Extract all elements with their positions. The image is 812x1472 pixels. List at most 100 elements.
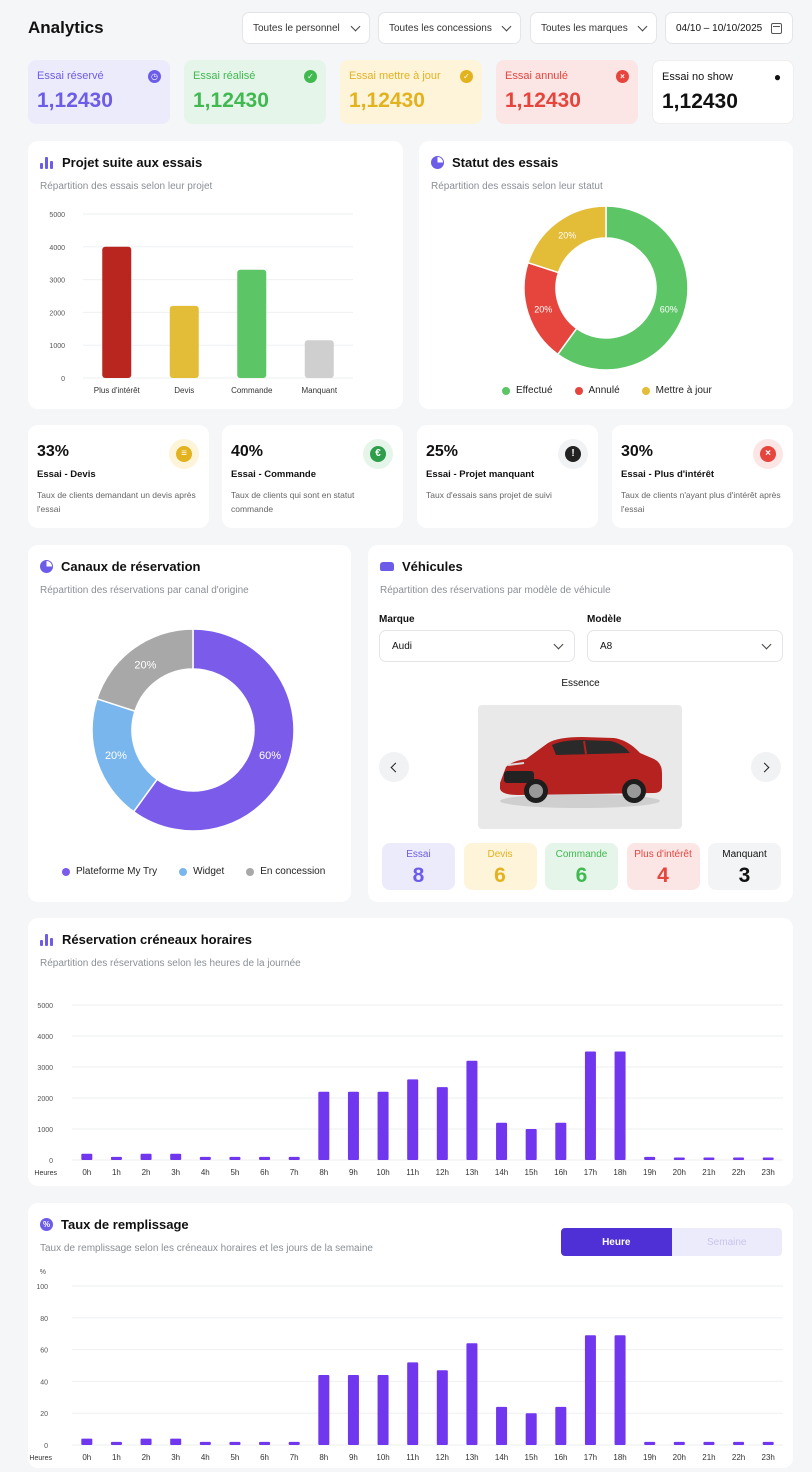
x-tick-label: 13h: [465, 1168, 478, 1177]
stat-value: 1,12430: [662, 90, 738, 113]
x-tick-label: 20h: [673, 1168, 686, 1177]
bar: [466, 1060, 478, 1160]
x-tick-label: Plus d'intérêt: [94, 386, 141, 395]
y-tick-label: 1000: [49, 343, 65, 350]
legend-item: Plateforme My Try: [62, 866, 157, 877]
stat-value: 1,12430: [349, 89, 425, 112]
y-tick-label: 60: [40, 1348, 48, 1355]
stat-label: Essai mettre à jour: [349, 70, 441, 82]
previous-car-button[interactable]: [379, 752, 409, 782]
bar: [102, 246, 132, 378]
bar: [555, 1122, 567, 1160]
x-tick-label: 12h: [436, 1453, 449, 1462]
bar: [347, 1091, 359, 1160]
x-tick-label: 8h: [319, 1168, 328, 1177]
marque-filter[interactable]: Toutes les marques: [530, 12, 657, 44]
y-tick-label: 3000: [49, 278, 65, 285]
stat-value: 1,12430: [193, 89, 269, 112]
calendar-icon: [771, 22, 782, 34]
marque-select[interactable]: Audi: [379, 630, 575, 662]
y-tick-label: 40: [40, 1379, 48, 1386]
vehicle-count-card: Manquant 3: [708, 843, 781, 890]
x-tick-label: 15h: [525, 1168, 538, 1177]
kpi-percent: 40%: [231, 443, 264, 460]
bar: [466, 1343, 478, 1445]
canaux-donut-chart: 60% 20% 20%: [91, 628, 295, 832]
personnel-filter[interactable]: Toutes le personnel: [242, 12, 370, 44]
pie-chart-icon: [431, 156, 444, 169]
count-label: Devis: [487, 849, 513, 860]
bar: [318, 1091, 330, 1160]
statut-donut-chart: 60% 20% 20%: [523, 205, 689, 371]
y-tick-label: 1000: [37, 1127, 53, 1134]
date-range-picker[interactable]: 04/10 – 10/10/2025: [665, 12, 793, 44]
kpi-description: Taux de clients qui sont en statut: [231, 490, 355, 500]
bar: [733, 1441, 745, 1445]
bar: [259, 1156, 271, 1160]
kpi-name: Essai - Plus d'intérêt: [621, 469, 715, 480]
alert-icon: !: [565, 446, 581, 462]
kpi-card: 33% Essai - Devis Taux de clients demand…: [28, 425, 209, 528]
x-tick-label: 16h: [554, 1453, 567, 1462]
fuel-type: Essence: [561, 678, 600, 689]
legend-dot: [246, 867, 255, 876]
legend-dot: [179, 867, 188, 876]
kpi-card: 40% Essai - Commande Taux de clients qui…: [222, 425, 403, 528]
y-tick-label: 0: [61, 376, 65, 383]
bar: [584, 1051, 596, 1160]
stat-card: Essai réalisé 1,12430 ✓: [184, 60, 326, 124]
stat-card: Essai annulé 1,12430 ×: [496, 60, 638, 124]
bar: [199, 1441, 211, 1445]
kpi-description: Taux de clients n'ayant plus d'intérêt a…: [621, 490, 781, 500]
kpi-card: 30% Essai - Plus d'intérêt Taux de clien…: [612, 425, 793, 528]
x-tick-label: 20h: [673, 1453, 686, 1462]
x-tick-label: Commande: [231, 386, 273, 395]
bar: [584, 1335, 596, 1445]
stat-label: Essai annulé: [505, 70, 568, 82]
legend-label: Widget: [193, 866, 225, 877]
bar: [614, 1335, 626, 1445]
kpi-description: Taux de clients demandant un devis après: [37, 490, 196, 500]
x-tick-label: 21h: [702, 1168, 715, 1177]
stat-value: 1,12430: [505, 89, 581, 112]
bar: [81, 1153, 93, 1160]
bar: [407, 1079, 419, 1160]
toggle-heure[interactable]: Heure: [561, 1228, 672, 1256]
x-tick-label: 19h: [643, 1168, 656, 1177]
bar: [703, 1441, 715, 1445]
bar: [304, 340, 334, 378]
bar: [673, 1157, 685, 1160]
bar: [733, 1157, 745, 1160]
stat-label: Essai réalisé: [193, 70, 256, 82]
bar: [170, 1438, 182, 1445]
chevron-down-icon: [350, 21, 361, 31]
concession-filter[interactable]: Toutes les concessions: [378, 12, 521, 44]
projet-card: Projet suite aux essais Répartition des …: [28, 141, 403, 409]
x-tick-label: 11h: [406, 1168, 419, 1177]
modele-select[interactable]: A8: [587, 630, 783, 662]
legend-label: Effectué: [516, 385, 553, 396]
kpi-icon-wrap: !: [558, 439, 588, 469]
y-tick-label: 20: [40, 1411, 48, 1418]
kpi-percent: 30%: [621, 443, 654, 460]
x-tick-label: 23h: [762, 1168, 775, 1177]
next-car-button[interactable]: [751, 752, 781, 782]
x-tick-label: 0h: [82, 1168, 91, 1177]
x-tick-label: 23h: [762, 1453, 775, 1462]
x-tick-label: 18h: [613, 1453, 626, 1462]
x-tick-label: 7h: [290, 1168, 299, 1177]
count-label: Plus d'intérêt: [634, 849, 692, 860]
y-tick-label: 4000: [49, 245, 65, 252]
count-value: 4: [657, 864, 669, 887]
projet-bar-chart: 0 1000 2000 3000 4000 5000 Plus d'intérêt Devis…: [49, 212, 353, 395]
donut-slice: [95, 628, 194, 713]
x-tick-label: 5h: [230, 1168, 239, 1177]
x-tick-label: 0h: [82, 1453, 91, 1462]
vehicle-count-card: Essai 8: [382, 843, 455, 890]
bar: [288, 1441, 300, 1445]
kpi-name: Essai - Commande: [231, 469, 316, 480]
stat-card: Essai no show 1,12430 ●: [652, 60, 794, 124]
toggle-semaine[interactable]: Semaine: [707, 1236, 747, 1248]
bar: [229, 1441, 241, 1445]
period-toggle[interactable]: Heure Semaine: [561, 1228, 782, 1256]
